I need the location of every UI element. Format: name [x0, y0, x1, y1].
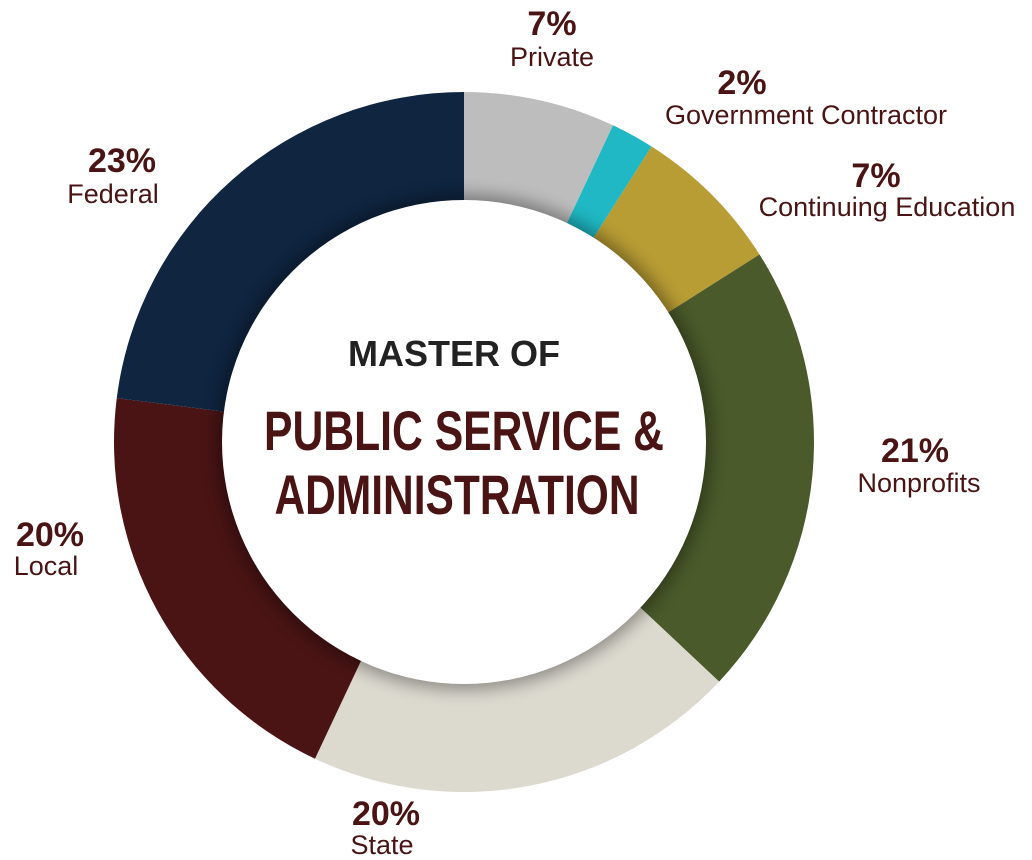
slice-label-continuing-education: Continuing Education [759, 192, 1016, 222]
slice-label-state: State [350, 830, 413, 860]
slice-label-federal: Federal [67, 179, 159, 209]
center-title-line-2: PUBLIC SERVICE & [264, 399, 664, 462]
slice-percent-government-contractor: 2% [717, 64, 766, 102]
donut-hole [222, 200, 706, 684]
slice-percent-state: 20% [352, 795, 420, 833]
slice-state [314, 599, 720, 792]
slice-label-nonprofits: Nonprofits [857, 468, 980, 498]
slice-percent-nonprofits: 21% [881, 432, 949, 470]
labels-layer: 7% Private 2% Government Contractor 7% C… [14, 5, 1016, 860]
slice-label-local: Local [14, 551, 79, 581]
slice-percent-private: 7% [527, 5, 576, 43]
slice-label-private: Private [510, 42, 594, 72]
slices-layer [113, 92, 814, 792]
slice-percent-local: 20% [16, 516, 84, 554]
slice-government-contractor [561, 125, 652, 248]
slice-federal [116, 92, 464, 414]
slice-percent-federal: 23% [88, 142, 156, 180]
center-title-line-3: ADMINISTRATION [275, 463, 640, 526]
center-title-line-1: MASTER OF [348, 333, 560, 374]
slice-nonprofits [631, 254, 814, 682]
slice-label-government-contractor: Government Contractor [665, 100, 947, 130]
slice-local [113, 398, 367, 759]
slice-percent-continuing-education: 7% [851, 157, 900, 195]
